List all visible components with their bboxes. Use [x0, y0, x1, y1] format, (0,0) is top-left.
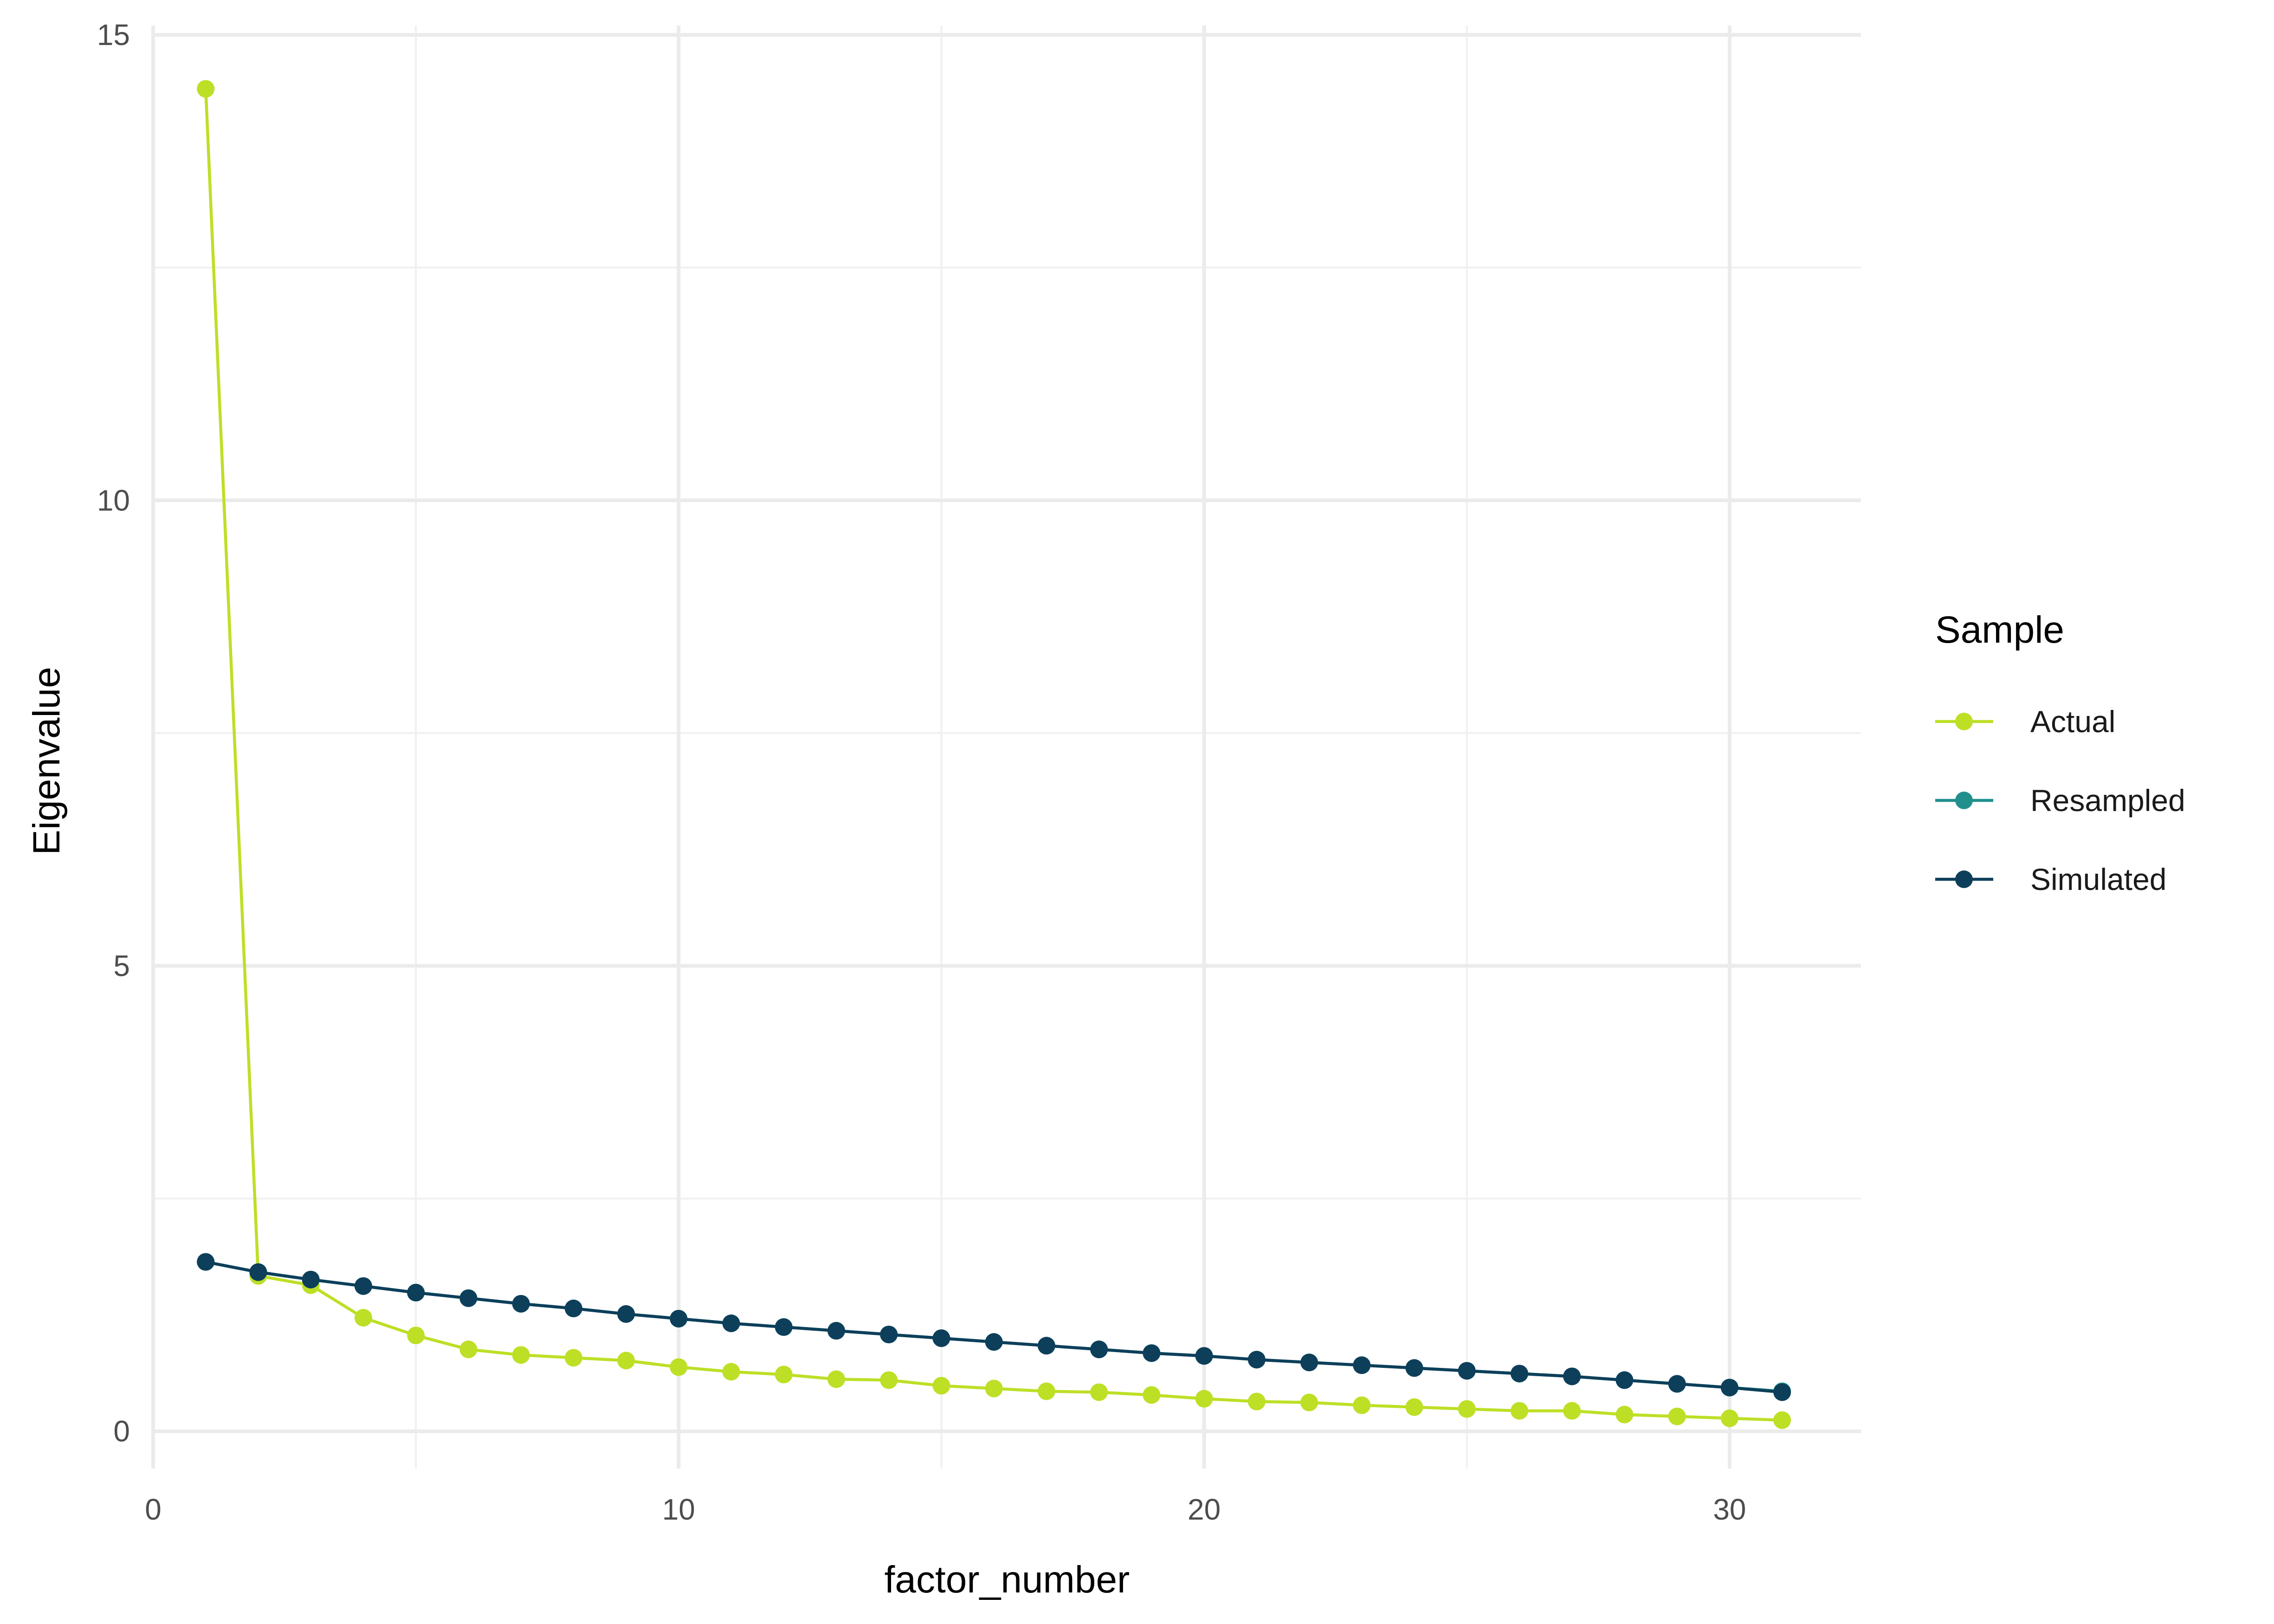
x-tick-label: 30 — [1713, 1493, 1746, 1526]
series-layer — [197, 80, 1791, 1429]
actual-point — [407, 1327, 425, 1345]
major-gridlines — [151, 26, 1861, 1469]
actual-point — [564, 1349, 582, 1367]
simulated-point — [617, 1305, 635, 1323]
actual-point — [1773, 1411, 1791, 1429]
simulated-point — [1353, 1356, 1371, 1374]
legend: Sample Actual Resampled Simulated — [1935, 609, 2185, 896]
y-tick-labels: 0 5 10 15 — [97, 18, 130, 1448]
legend-key-point — [1955, 713, 1973, 730]
simulated-point — [564, 1299, 582, 1317]
actual-point — [1143, 1386, 1161, 1404]
simulated-point — [1511, 1365, 1528, 1383]
actual-point — [670, 1358, 688, 1376]
legend-key-actual — [1935, 713, 1993, 730]
x-axis-title: factor_number — [885, 1559, 1130, 1601]
actual-point — [775, 1366, 793, 1384]
actual-point — [1668, 1407, 1686, 1425]
x-tick-label: 0 — [145, 1493, 162, 1526]
simulated-point — [1195, 1347, 1213, 1365]
simulated-point — [932, 1329, 950, 1347]
actual-point — [1458, 1400, 1476, 1418]
x-tick-label: 20 — [1188, 1493, 1221, 1526]
simulated-point — [354, 1277, 372, 1295]
simulated-point — [1668, 1375, 1686, 1393]
y-tick-label: 15 — [97, 18, 130, 52]
y-tick-label: 10 — [97, 483, 130, 517]
simulated-point — [1458, 1362, 1476, 1380]
simulated-point — [1143, 1344, 1161, 1362]
simulated-point — [985, 1333, 1003, 1351]
y-tick-label: 0 — [113, 1415, 130, 1448]
legend-key-point — [1955, 792, 1973, 809]
actual-point — [1090, 1383, 1108, 1401]
simulated-point — [1247, 1351, 1266, 1369]
actual-point — [354, 1308, 372, 1327]
actual-point — [197, 80, 215, 98]
actual-point — [1247, 1392, 1266, 1411]
actual-point — [512, 1346, 530, 1364]
actual-point — [880, 1371, 898, 1389]
actual-point — [459, 1340, 478, 1359]
simulated-point — [1037, 1337, 1055, 1355]
legend-label-simulated: Simulated — [2030, 862, 2167, 896]
simulated-point — [827, 1322, 845, 1340]
simulated-point — [1773, 1383, 1791, 1401]
simulated-point — [459, 1289, 478, 1307]
actual-point — [932, 1377, 950, 1395]
simulated-point — [197, 1253, 215, 1271]
actual-point — [722, 1363, 740, 1381]
x-tick-labels: 0 10 20 30 — [145, 1493, 1746, 1526]
simulated-point — [722, 1314, 740, 1332]
legend-label-actual: Actual — [2030, 704, 2115, 739]
y-axis-title: Eigenvalue — [26, 667, 68, 855]
actual-point — [1300, 1393, 1318, 1411]
actual-point — [1405, 1398, 1423, 1416]
simulated-point — [1300, 1353, 1318, 1372]
simulated-point — [880, 1326, 898, 1344]
simulated-point — [249, 1263, 267, 1281]
legend-key-point — [1955, 870, 1973, 888]
actual-point — [1511, 1402, 1528, 1420]
actual-point — [985, 1379, 1003, 1398]
actual-point — [1195, 1390, 1213, 1408]
actual-point — [1615, 1405, 1634, 1424]
simulated-point — [670, 1309, 688, 1328]
legend-label-resampled: Resampled — [2030, 783, 2185, 818]
simulated-point — [1720, 1379, 1738, 1397]
simulated-point — [512, 1295, 530, 1313]
actual-point — [1563, 1402, 1581, 1420]
simulated-point — [407, 1283, 425, 1302]
legend-key-simulated — [1935, 870, 1993, 888]
simulated-point — [1090, 1340, 1108, 1359]
actual-point — [1037, 1382, 1055, 1400]
simulated-point — [775, 1318, 793, 1336]
simulated-point — [1563, 1367, 1581, 1386]
x-tick-label: 10 — [662, 1493, 695, 1526]
actual-point — [1720, 1409, 1738, 1427]
minor-gridlines — [153, 26, 1861, 1469]
simulated-point — [1405, 1359, 1423, 1377]
series-simulated — [197, 1253, 1791, 1401]
series-actual — [197, 80, 1791, 1429]
simulated-point — [1615, 1371, 1634, 1389]
simulated-point — [302, 1270, 320, 1289]
actual-point — [827, 1370, 845, 1388]
y-tick-label: 5 — [113, 949, 130, 983]
actual-point — [1353, 1396, 1371, 1414]
legend-key-resampled — [1935, 792, 1993, 809]
actual-point — [617, 1352, 635, 1370]
legend-title: Sample — [1935, 609, 2064, 651]
